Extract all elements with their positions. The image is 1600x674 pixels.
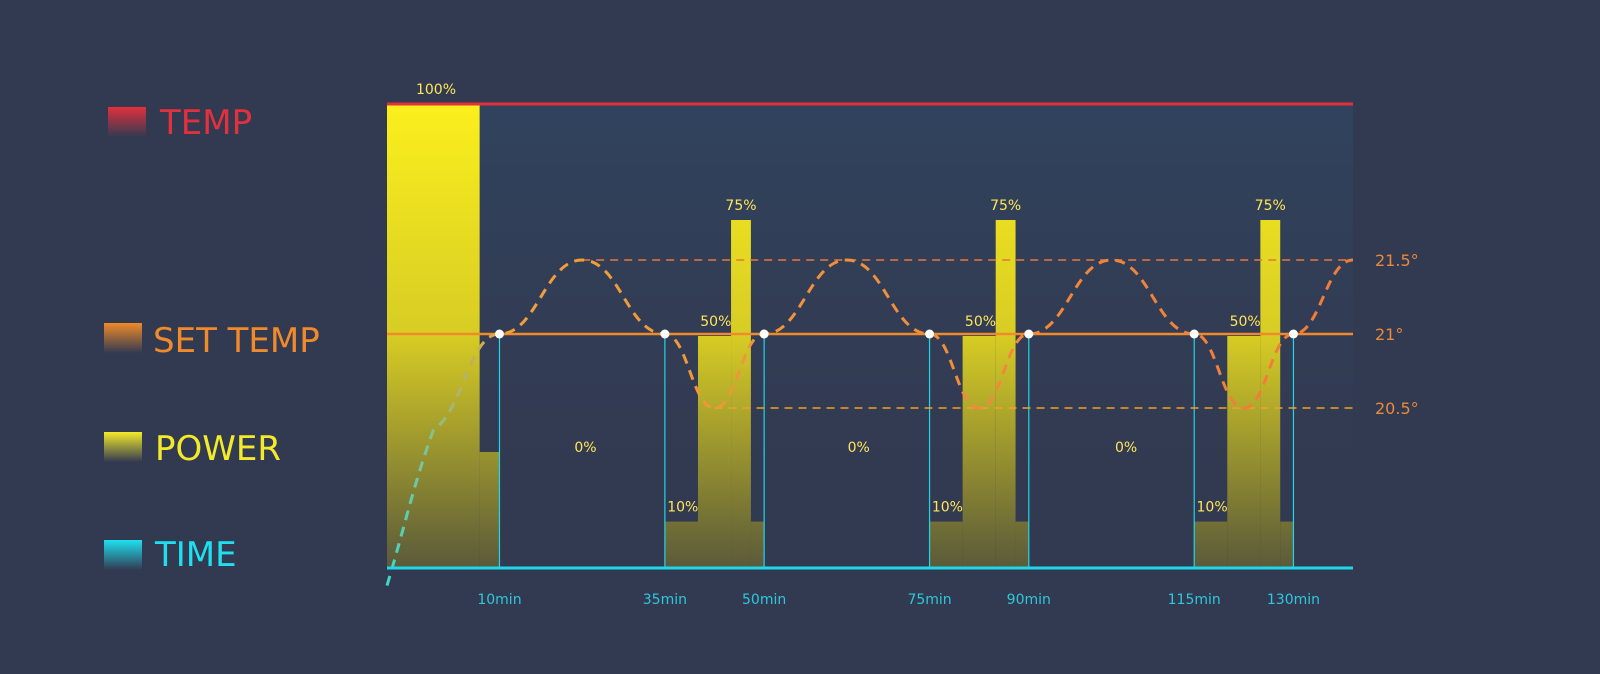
power-label-11: 75%	[1255, 198, 1286, 214]
plot-background	[387, 104, 1353, 568]
power-label-8: 10%	[932, 500, 963, 516]
power-bar-11	[1227, 336, 1261, 568]
x-tick-label-2: 50min	[742, 592, 786, 608]
legend-swatch-temp	[108, 107, 146, 137]
power-label-7: 75%	[990, 198, 1021, 214]
power-bar-13	[1280, 521, 1294, 568]
legend-item-temp: TEMP	[108, 103, 252, 143]
power-labels: 100% 0% 50% 75% 10% 0% 50% 75% 10% 0% 50% 75% 10%	[416, 82, 1286, 516]
legend: TEMP SET TEMP POWER TIME	[104, 103, 320, 575]
x-tick-label-5: 115min	[1168, 592, 1221, 608]
power-bar-6	[929, 521, 963, 568]
crossing-points	[494, 329, 1298, 339]
temp-tick-label-1: 21°	[1375, 325, 1403, 344]
power-bar-3	[697, 336, 732, 568]
time-markers	[498, 334, 1295, 568]
legend-item-power: POWER	[104, 429, 281, 469]
crossing-dot-5	[1189, 329, 1199, 339]
x-tick-label-4: 90min	[1007, 592, 1051, 608]
power-bars	[387, 104, 1294, 568]
x-tick-label-1: 35min	[643, 592, 687, 608]
power-bar-7	[962, 336, 996, 568]
power-bar-10	[1194, 521, 1228, 568]
crossing-dot-4	[1024, 329, 1034, 339]
power-label-0: 100%	[416, 82, 456, 98]
crossing-dot-6	[1288, 329, 1298, 339]
x-tick-label-3: 75min	[907, 592, 951, 608]
crossing-dot-3	[925, 329, 935, 339]
axes	[385, 104, 1353, 570]
legend-label-power: POWER	[155, 429, 281, 469]
power-bar-12	[1260, 220, 1281, 568]
power-label-12: 10%	[1197, 500, 1228, 516]
legend-item-time: TIME	[104, 535, 237, 575]
power-bar-8	[995, 220, 1016, 568]
crossing-dot-1	[660, 329, 670, 339]
power-bar-0	[387, 104, 480, 568]
power-bar-9	[1015, 521, 1029, 568]
power-label-3: 75%	[725, 198, 756, 214]
temp-tick-label-2: 20.5°	[1375, 399, 1419, 418]
legend-label-set-temp: SET TEMP	[153, 321, 320, 361]
power-label-1: 0%	[574, 440, 596, 456]
x-tick-label-6: 130min	[1267, 592, 1320, 608]
temp-tick-labels: 21.5° 21° 20.5°	[1375, 251, 1419, 418]
temp-tick-label-0: 21.5°	[1375, 251, 1419, 270]
power-label-5: 0%	[848, 440, 870, 456]
legend-label-time: TIME	[154, 535, 237, 575]
power-bar-5	[750, 521, 765, 568]
legend-label-temp: TEMP	[159, 103, 252, 143]
power-label-2: 50%	[700, 314, 731, 330]
x-tick-label-0: 10min	[477, 592, 521, 608]
temperature-curve	[385, 258, 1354, 587]
power-bar-1	[479, 452, 500, 568]
power-label-4: 10%	[667, 500, 698, 516]
crossing-dot-0	[494, 329, 504, 339]
crossing-dot-2	[759, 329, 769, 339]
power-label-10: 50%	[1230, 314, 1261, 330]
legend-swatch-set-temp	[104, 323, 142, 353]
power-bar-2	[664, 521, 698, 568]
legend-swatch-power	[104, 432, 142, 462]
power-label-6: 50%	[965, 314, 996, 330]
legend-item-set-temp: SET TEMP	[104, 321, 320, 361]
power-bar-4	[731, 220, 751, 568]
power-label-9: 0%	[1115, 440, 1137, 456]
x-tick-labels: 10min 35min 50min 75min 90min 115min 130min	[477, 592, 1320, 608]
legend-swatch-time	[104, 540, 142, 570]
